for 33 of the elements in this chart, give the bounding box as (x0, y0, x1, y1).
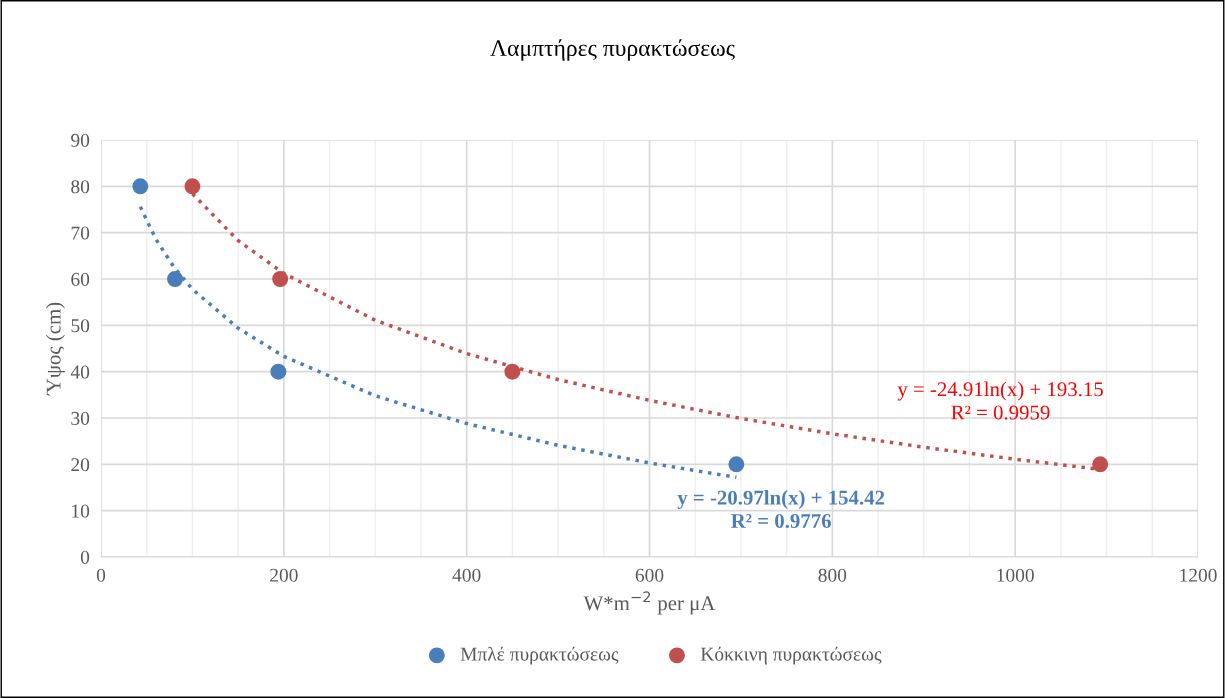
y-tick-label: 60 (71, 272, 90, 286)
legend-label: Κόκκινη πυρακτώσεως (700, 646, 882, 665)
point (270, 363, 287, 380)
y-axis-title: Ύψος (cm) (46, 302, 65, 396)
point (184, 178, 201, 195)
x-tick-label: 1000 (997, 568, 1034, 582)
x-tick-label: 200 (270, 568, 298, 582)
annotation: y = -24.91ln(x) + 193.15 R² = 0.9959 (897, 381, 1103, 420)
point (167, 271, 184, 287)
chart-title: Λαμπτήρες πυρακτώσεως (490, 39, 735, 61)
point (728, 456, 745, 473)
line-series (138, 204, 739, 480)
point (1092, 456, 1109, 473)
y-tick-label: 20 (71, 458, 90, 472)
x-axis-title: W*m$^{−2}$ per μA (583, 591, 716, 615)
point (272, 271, 289, 287)
x-tick-label: 1200 (1180, 568, 1217, 582)
y-tick-label: 40 (70, 365, 90, 379)
y-tick-label: 30 (71, 411, 90, 425)
legend-label: Μπλέ πυρακτώσεως (460, 646, 619, 665)
point (504, 363, 521, 380)
x-tick-label: 800 (818, 568, 847, 582)
x-tick-label: 400 (452, 568, 481, 582)
y-tick-label: 90 (71, 133, 90, 147)
y-tick-label: 80 (71, 180, 90, 194)
y-tick-label: 0 (80, 550, 90, 564)
annotation: y = -20.97ln(x) + 154.42 R² = 0.9776 (677, 490, 885, 529)
y-tick-label: 10 (72, 504, 90, 518)
x-tick-label: 0 (96, 568, 106, 582)
point (132, 178, 149, 195)
y-tick-label: 70 (71, 226, 90, 240)
y-tick-label: 50 (71, 319, 90, 333)
x-tick-label: 600 (635, 568, 664, 582)
